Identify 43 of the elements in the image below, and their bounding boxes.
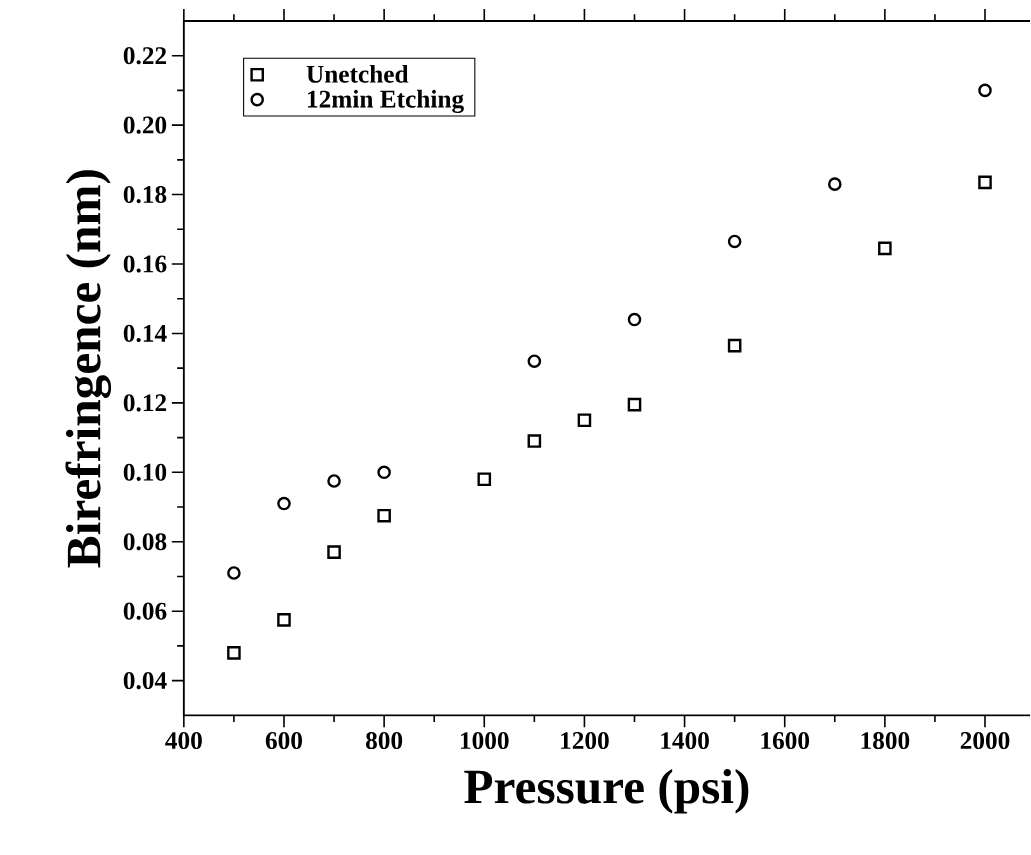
legend-label: 12min Etching [307, 89, 464, 113]
point [327, 474, 341, 488]
point [978, 175, 992, 190]
y-tick-label: 0.08 [123, 533, 167, 551]
x-tick-label: 400 [165, 731, 202, 750]
y-tick-label: 0.14 [123, 324, 167, 342]
y-axis-title: Birefringence (nm) [65, 170, 112, 568]
point [878, 241, 892, 256]
x-tick-label: 800 [365, 731, 403, 750]
x-tick-label: 1400 [661, 731, 709, 750]
point [277, 496, 291, 511]
x-tick-label: 1800 [861, 731, 910, 750]
x-axis-title: Pressure (psi) [464, 768, 749, 814]
point [727, 338, 742, 353]
y-tick-label: 0.12 [123, 394, 167, 412]
point [227, 645, 241, 660]
y-tick-label: 0.18 [123, 185, 167, 204]
x-tick-label: 1000 [460, 731, 509, 750]
point [527, 354, 542, 368]
legend-label: Unetched [306, 64, 409, 83]
point [277, 612, 291, 627]
point [627, 397, 642, 412]
y-tick-label: 0.20 [123, 116, 167, 134]
point [577, 413, 592, 427]
y-tick-label: 0.10 [123, 463, 167, 481]
point [727, 234, 742, 249]
x-tick-label: 1600 [761, 731, 810, 750]
point [527, 434, 542, 448]
y-tick-label: 0.22 [123, 47, 167, 65]
y-tick-label: 0.04 [123, 671, 167, 690]
y-tick-label: 0.16 [123, 255, 167, 273]
point [827, 177, 842, 191]
point [327, 545, 341, 559]
x-tick-label: 1200 [561, 731, 609, 750]
point [978, 83, 992, 98]
x-tick-label: 600 [265, 731, 302, 750]
y-tick-label: 0.06 [123, 602, 167, 620]
point [377, 508, 391, 523]
point [377, 465, 391, 479]
point [477, 472, 492, 486]
point [227, 566, 241, 580]
point [627, 312, 642, 327]
x-tick-label: 2000 [960, 731, 1010, 750]
